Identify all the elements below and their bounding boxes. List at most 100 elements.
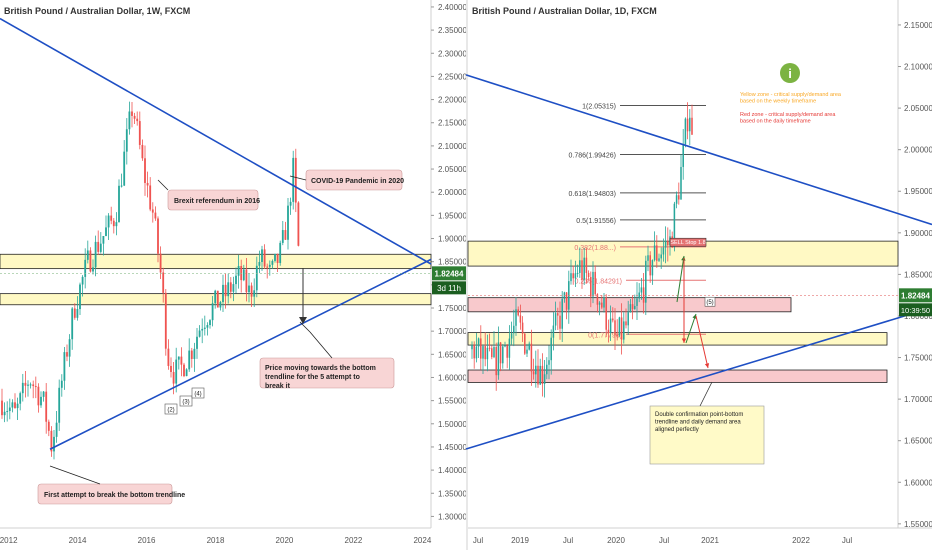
x-tick-label: 2021	[701, 536, 719, 545]
y-tick-label: 2.15000	[904, 21, 932, 30]
info-icon	[780, 63, 800, 83]
candle-body	[629, 304, 632, 313]
candle-body	[157, 218, 159, 254]
weekly-countdown-tag	[432, 281, 466, 295]
candle-body	[6, 411, 9, 413]
x-tick-label: Jul	[842, 536, 852, 545]
candle-body	[86, 250, 89, 260]
attempt-marker-label: (5)	[706, 300, 713, 306]
candle-body	[631, 304, 634, 310]
candle-body	[138, 121, 141, 145]
legend-red-note: Red zone - critical supply/demand area	[740, 112, 836, 118]
x-tick-label: 2016	[138, 536, 156, 545]
y-tick-label: 2.05000	[904, 104, 932, 113]
weekly-countdown-label: 3d 11h	[437, 284, 461, 293]
candle-body	[292, 157, 295, 202]
candle-body	[627, 312, 629, 326]
price-moving-pointer	[309, 331, 333, 359]
candle-body	[550, 337, 552, 361]
candle-body	[58, 387, 61, 423]
candle-body	[583, 257, 585, 280]
y-tick-label: 1.70000	[904, 395, 932, 404]
candle-body	[190, 350, 193, 359]
candle-body	[167, 348, 170, 366]
daily-countdown-label: 10:39:50	[901, 306, 930, 315]
candle-body	[517, 309, 519, 316]
legend-yellow-note: Yellow zone - critical supply/demand are…	[740, 92, 842, 98]
x-tick-label: 2012	[0, 536, 18, 545]
y-tick-label: 2.00000	[904, 146, 932, 155]
candle-body	[253, 290, 256, 297]
candle-body	[614, 320, 616, 336]
candle-body	[645, 260, 647, 303]
candle-body	[34, 386, 37, 388]
candle-body	[686, 118, 689, 132]
candle-body	[71, 308, 74, 340]
price-moving-callout-text: trendline for the 5 attempt to	[265, 374, 360, 381]
candle-body	[475, 346, 478, 359]
y-tick-label: 2.25000	[438, 72, 467, 81]
candle-body	[495, 347, 497, 376]
candle-body	[76, 309, 79, 318]
candle-body	[647, 255, 649, 261]
candle-body	[634, 305, 636, 310]
confirmation-note-text: aligned perfectly	[655, 427, 699, 433]
fib-level-label: 0.786(1.99426)	[569, 152, 616, 159]
candle-body	[193, 348, 196, 359]
red-arrow-down-1-head	[681, 338, 687, 343]
candle-body	[678, 195, 680, 200]
weekly-price-tag-label: 1.82484	[435, 269, 464, 278]
candle-body	[84, 259, 87, 277]
candle-body	[596, 294, 599, 305]
candle-body	[16, 403, 19, 409]
candle-body	[570, 273, 572, 282]
y-tick-label: 2.00000	[438, 188, 467, 197]
y-tick-label: 1.55000	[438, 397, 467, 406]
candle-body	[94, 241, 97, 268]
candle-body	[482, 346, 484, 359]
covid-callout-text: COVID-19 Pandemic in 2020	[311, 178, 404, 185]
lower-trendline	[465, 306, 932, 450]
candle-body	[60, 380, 63, 388]
fib-level-label: 0.382(1.88...)	[574, 245, 616, 252]
candle-body	[99, 243, 102, 252]
weekly-chart-title: British Pound / Australian Dollar, 1W, F…	[4, 6, 190, 16]
candle-body	[559, 315, 561, 329]
daily-price-tag-label: 1.82484	[901, 291, 930, 300]
candle-body	[151, 209, 154, 213]
green-arrow-up-1	[676, 255, 685, 303]
candle-body	[73, 308, 76, 318]
weekly-down-arrowhead	[299, 317, 307, 324]
candle-body	[266, 266, 269, 268]
price-moving-callout-text: break it	[265, 383, 291, 390]
candle-body	[258, 261, 261, 266]
candle-body	[623, 321, 625, 340]
first-attempt-callout-text: First attempt to break the bottom trendl…	[44, 492, 185, 499]
y-tick-label: 1.40000	[438, 466, 467, 475]
candle-body	[673, 203, 676, 248]
candle-body	[689, 117, 691, 132]
candle-body	[484, 346, 486, 360]
candle-body	[45, 391, 48, 422]
daily-trendlines	[465, 74, 932, 450]
candle-body	[557, 313, 559, 316]
candle-body	[105, 227, 107, 237]
legend-red-note: based on the daily timeframe	[740, 119, 811, 125]
attempt-marker	[179, 395, 193, 407]
candle-body	[594, 271, 596, 295]
candle-body	[162, 272, 165, 293]
y-tick-label: 2.40000	[438, 3, 467, 12]
confirmation-note-text: trendline and daily demand area	[655, 420, 741, 426]
candle-body	[201, 328, 204, 331]
y-tick-label: 1.50000	[438, 420, 467, 429]
candle-body	[667, 241, 669, 246]
y-tick-label: 2.30000	[438, 49, 467, 58]
daily-countdown-tag	[899, 303, 932, 317]
price-moving-callout-text: Price moving towards the bottom	[265, 365, 376, 372]
fib-level-label: 0.618(1.94803)	[569, 191, 616, 198]
candle-body	[513, 325, 515, 334]
candle-body	[68, 339, 71, 357]
candle-body	[682, 144, 684, 167]
candle-body	[206, 325, 209, 328]
